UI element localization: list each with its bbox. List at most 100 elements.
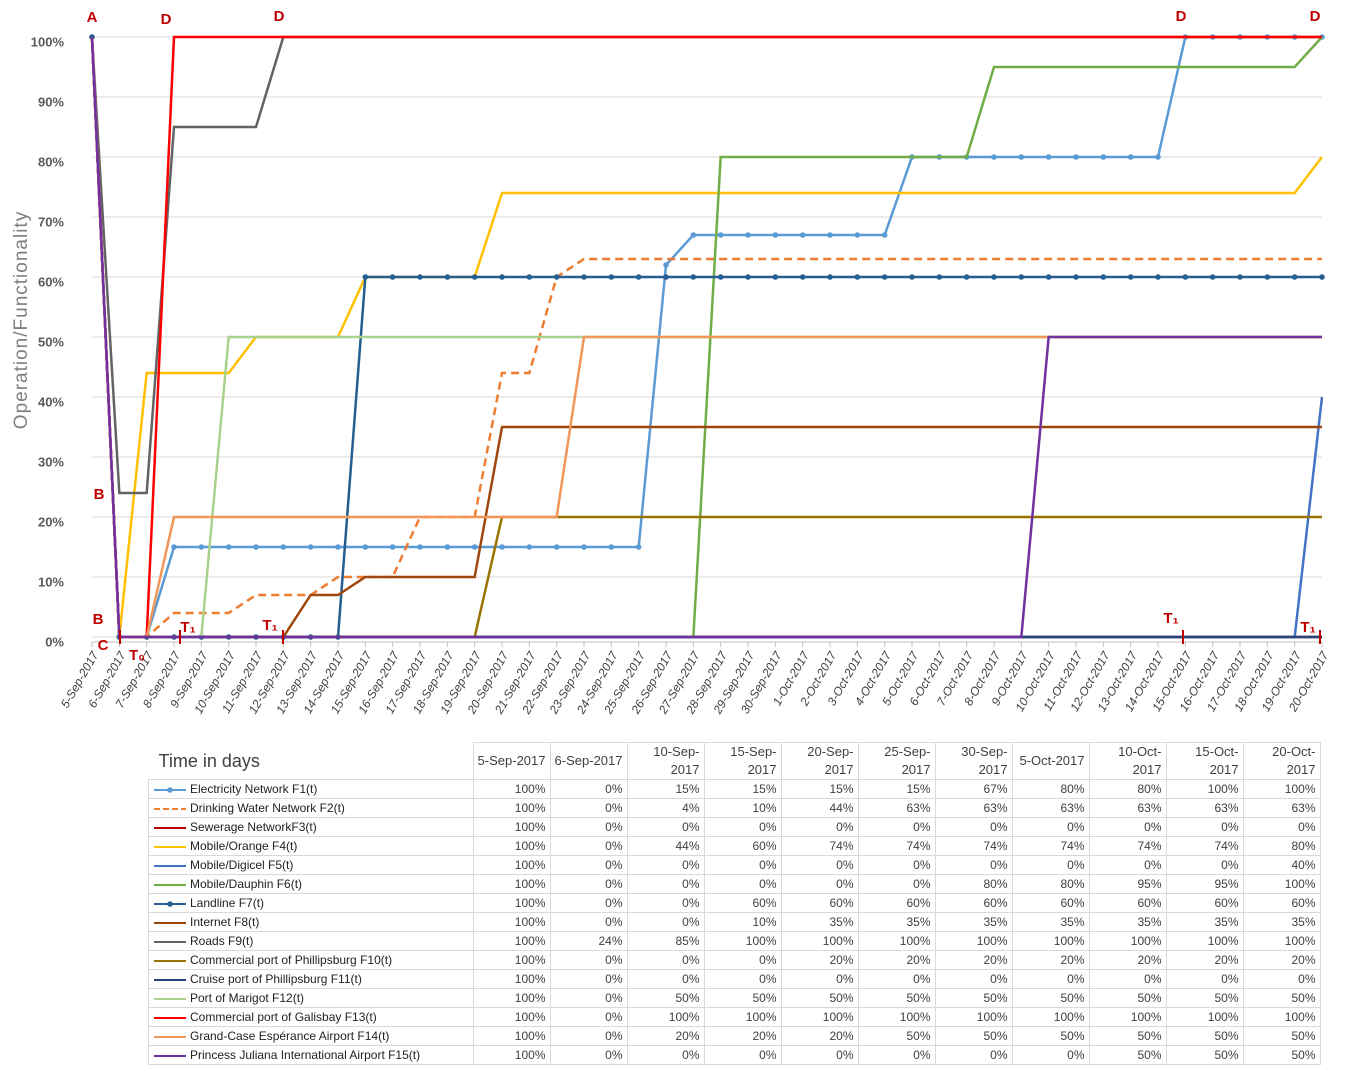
series-marker — [827, 274, 833, 280]
table-cell: 74% — [857, 836, 936, 856]
series-marker — [417, 544, 423, 550]
table-cell: 100% — [1242, 874, 1321, 894]
table-cell: 50% — [934, 1026, 1013, 1046]
table-cell: 0% — [857, 969, 936, 989]
table-cell: 0% — [1011, 855, 1090, 875]
table-cell: 100% — [703, 931, 782, 951]
table-cell: 0% — [780, 855, 859, 875]
table-cell: 63% — [1088, 798, 1167, 818]
series-marker — [307, 544, 314, 550]
table-cell: 0% — [857, 1045, 936, 1065]
series-marker — [991, 154, 997, 160]
table-cell: 0% — [1088, 969, 1167, 989]
table-cell: 0% — [549, 1007, 628, 1027]
series-marker — [499, 274, 505, 280]
table-cell: 20% — [1088, 950, 1167, 970]
table-cell: 0% — [626, 969, 705, 989]
legend-cell: Cruise port of Phillipsburg F11(t) — [148, 969, 474, 989]
table-cell: 44% — [780, 798, 859, 818]
table-cell: 20% — [1242, 950, 1321, 970]
table-cell: 80% — [1011, 874, 1090, 894]
table-cell: 50% — [1242, 988, 1321, 1008]
legend-cell: Princess Juliana International Airport F… — [148, 1045, 474, 1065]
table-cell: 40% — [1242, 855, 1321, 875]
series-marker — [663, 274, 669, 280]
annotation: B — [94, 486, 105, 503]
series-marker — [799, 232, 806, 238]
table-cell: 100% — [1242, 931, 1321, 951]
annotation: T₀ — [129, 647, 145, 664]
table-cell: 0% — [703, 817, 782, 837]
table-cell: 0% — [857, 874, 936, 894]
table-cell: 80% — [1242, 836, 1321, 856]
table-cell: 50% — [1011, 1026, 1090, 1046]
series-marker — [1127, 154, 1134, 160]
table-cell: 50% — [1088, 1026, 1167, 1046]
annotation: D — [1310, 8, 1321, 25]
column-header: 10-Oct-2017 — [1088, 742, 1167, 780]
table-cell: 60% — [1088, 893, 1167, 913]
table-row: Drinking Water Network F2(t) 100% 0% 4% 10% 4… — [148, 798, 1321, 818]
legend-swatch — [154, 864, 186, 867]
series-marker — [635, 274, 642, 280]
legend-swatch — [154, 901, 186, 907]
data-table: Time in days 5-Sep-2017 6-Sep-2017 10-Sep-2… — [148, 742, 1321, 1065]
table-cell: 0% — [549, 817, 628, 837]
legend-swatch — [154, 940, 186, 943]
table-cell: 100% — [934, 931, 1013, 951]
y-tick-label: 70% — [38, 214, 64, 229]
table-cell: 20% — [703, 1026, 782, 1046]
annotation: B — [93, 611, 104, 628]
legend-cell: Roads F9(t) — [148, 931, 474, 951]
table-cell: 50% — [857, 988, 936, 1008]
table-cell: 20% — [1011, 950, 1090, 970]
legend-cell: Mobile/Orange F4(t) — [148, 836, 474, 856]
table-cell: 0% — [780, 969, 859, 989]
table-cell: 0% — [780, 874, 859, 894]
series-marker — [335, 544, 341, 550]
table-cell: 63% — [1242, 798, 1321, 818]
table-cell: 60% — [703, 893, 782, 913]
table-cell: 20% — [780, 1026, 859, 1046]
legend-cell: Grand-Case Espérance Airport F14(t) — [148, 1026, 474, 1046]
series-line — [90, 35, 1322, 495]
table-cell: 0% — [549, 836, 628, 856]
series-marker — [745, 274, 751, 280]
series-marker — [1045, 154, 1052, 160]
legend-cell: Internet F8(t) — [148, 912, 474, 932]
table-cell: 100% — [857, 931, 936, 951]
table-cell: 100% — [472, 931, 551, 951]
legend-cell: Sewerage NetworkF3(t) — [148, 817, 474, 837]
series-marker — [690, 274, 697, 280]
y-tick-label: 0% — [45, 634, 64, 649]
series-marker — [827, 232, 833, 238]
series-marker — [1073, 154, 1079, 160]
table-cell: 63% — [1165, 798, 1244, 818]
table-cell: 50% — [1165, 1045, 1244, 1065]
table-cell: 63% — [934, 798, 1013, 818]
table-cell: 0% — [857, 855, 936, 875]
series-marker — [1291, 274, 1298, 280]
table-row: Port of Marigot F12(t) 100% 0% 50% 50% 50% 50%… — [148, 988, 1321, 1008]
table-cell: 35% — [857, 912, 936, 932]
table-cell: 0% — [626, 855, 705, 875]
y-tick-label: 100% — [31, 34, 65, 49]
series-marker — [717, 274, 724, 280]
series-marker — [909, 274, 915, 280]
table-cell: 0% — [1011, 1045, 1090, 1065]
annotation: T₁ — [262, 617, 277, 634]
series-marker — [253, 544, 259, 550]
legend-swatch — [154, 787, 186, 793]
legend-cell: Commercial port of Galisbay F13(t) — [148, 1007, 474, 1027]
series-marker — [581, 544, 587, 550]
series-marker — [1237, 274, 1243, 280]
series-marker — [553, 274, 560, 280]
column-header: 25-Sep-2017 — [857, 742, 936, 780]
legend-cell: Commercial port of Phillipsburg F10(t) — [148, 950, 474, 970]
table-cell: 100% — [472, 893, 551, 913]
table-cell: 60% — [780, 893, 859, 913]
x-axis-label: Time in days — [158, 750, 260, 771]
table-cell: 24% — [549, 931, 628, 951]
table-cell: 100% — [780, 931, 859, 951]
table-cell: 0% — [626, 912, 705, 932]
